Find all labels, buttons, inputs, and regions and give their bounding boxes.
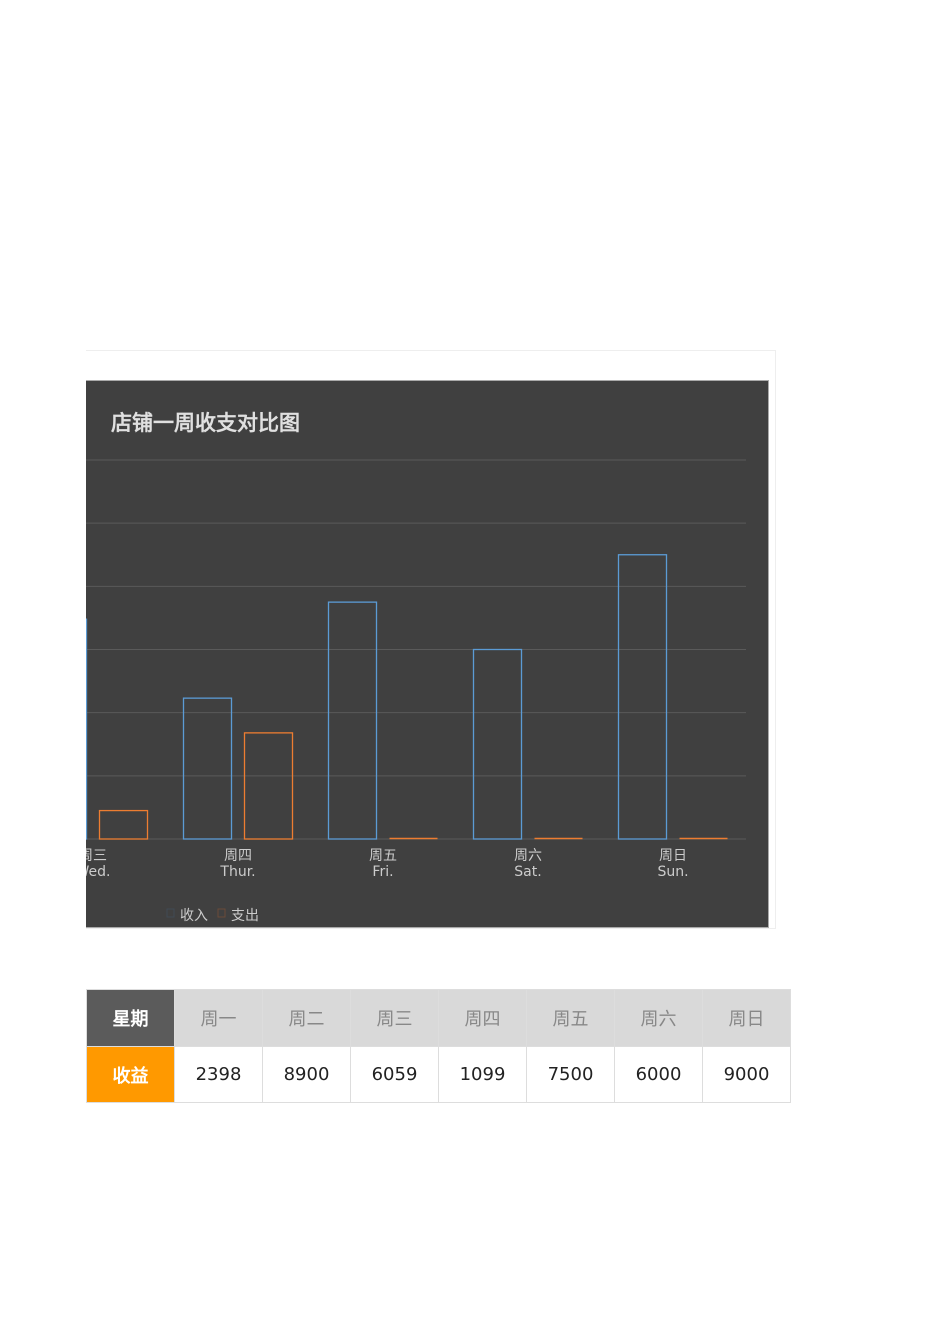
revenue-cell[interactable]: 1099 (438, 1046, 527, 1103)
day-header[interactable]: 周六 (614, 989, 703, 1047)
bar-income (86, 618, 88, 840)
day-header[interactable]: 周五 (526, 989, 615, 1047)
x-tick-label-cn: 周四 (224, 848, 252, 864)
bar-income (617, 554, 668, 840)
bar-income (472, 648, 523, 840)
day-header[interactable]: 周日 (702, 989, 791, 1047)
chart-title: 店铺一周收支对比图 (111, 411, 300, 435)
bar-expense (98, 809, 149, 840)
bar-income (182, 697, 233, 840)
day-header[interactable]: 周二 (262, 989, 351, 1047)
x-tick-label-en: Wed. (86, 864, 110, 880)
legend-swatch (166, 908, 175, 918)
day-header[interactable]: 周四 (438, 989, 527, 1047)
revenue-cell[interactable]: 9000 (702, 1046, 791, 1103)
bar-expense (243, 732, 294, 840)
revenue-table: 星期 周一 周二 周三 周四 周五 周六 周日 收益 2398 8900 6059 1099 750… (86, 989, 791, 1103)
x-tick-label-en: Sat. (514, 864, 541, 880)
legend-label: 收入 (180, 908, 208, 924)
x-tick-label-cn: 周三 (86, 848, 107, 864)
bar-income (327, 601, 378, 840)
x-tick-label-cn: 周日 (659, 848, 687, 864)
x-tick-label-en: Sun. (657, 864, 688, 880)
revenue-cell[interactable]: 8900 (262, 1046, 351, 1103)
revenue-cell[interactable]: 2398 (174, 1046, 263, 1103)
table-value-row: 收益 2398 8900 6059 1099 7500 6000 9000 (86, 1046, 791, 1103)
x-tick-label-cn: 周五 (369, 848, 397, 864)
x-tick-label-cn: 周六 (514, 848, 542, 864)
table-header-row: 星期 周一 周二 周三 周四 周五 周六 周日 (86, 989, 791, 1047)
x-tick-label-en: Thur. (219, 864, 255, 880)
revenue-cell[interactable]: 6059 (350, 1046, 439, 1103)
header-label: 星期 (86, 989, 175, 1047)
legend-swatch (217, 908, 226, 918)
day-header[interactable]: 周三 (350, 989, 439, 1047)
value-label: 收益 (86, 1046, 175, 1103)
legend-label: 支出 (231, 908, 259, 924)
revenue-cell[interactable]: 7500 (526, 1046, 615, 1103)
revenue-cell[interactable]: 6000 (614, 1046, 703, 1103)
day-header[interactable]: 周一 (174, 989, 263, 1047)
x-tick-label-en: Fri. (372, 864, 393, 880)
